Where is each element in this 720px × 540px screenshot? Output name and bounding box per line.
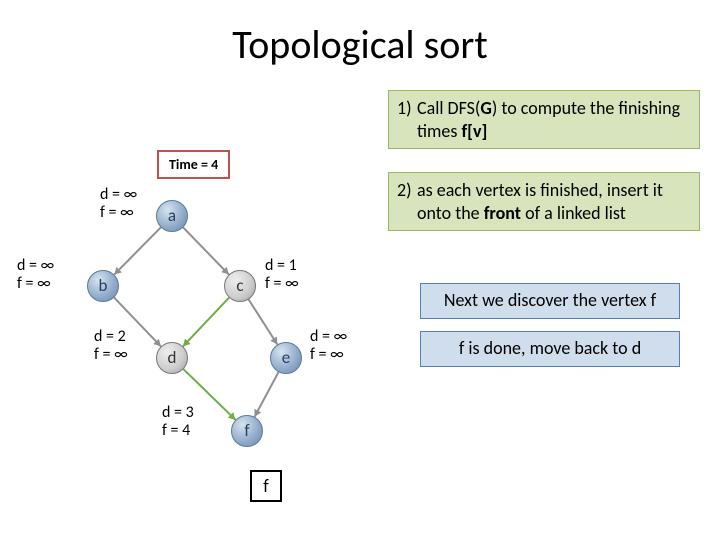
step-1-box: 1) Call DFS(G) to compute the finishing … (388, 90, 700, 149)
df-label-c: d = 1f = ∞ (265, 257, 299, 294)
step-1-num: 1) (397, 97, 412, 120)
df-label-f: d = 3f = 4 (162, 404, 194, 441)
node-c: c (224, 270, 256, 302)
node-e: e (270, 342, 302, 374)
df-label-b: d = ∞f = ∞ (17, 257, 54, 294)
df-label-d: d = 2f = ∞ (94, 328, 128, 365)
time-label: Time = 4 (157, 150, 230, 179)
df-label-e: d = ∞f = ∞ (310, 328, 347, 365)
step-2-text: as each vertex is finished, insert it on… (417, 179, 663, 224)
df-label-a: d = ∞f = ∞ (100, 186, 137, 223)
info-box-2: f is done, move back to d (420, 331, 680, 367)
step-2-num: 2) (397, 179, 412, 202)
info-box-1: Next we discover the vertex f (420, 283, 680, 319)
step-2-box: 2) as each vertex is finished, insert it… (388, 172, 700, 231)
node-d: d (156, 342, 188, 374)
list-item-0: f (250, 470, 282, 502)
node-b: b (87, 270, 119, 302)
node-a: a (156, 200, 188, 232)
page-title: Topological sort (0, 20, 720, 69)
step-1-text: Call DFS(G) to compute the finishing tim… (417, 97, 680, 142)
node-f: f (231, 415, 263, 447)
